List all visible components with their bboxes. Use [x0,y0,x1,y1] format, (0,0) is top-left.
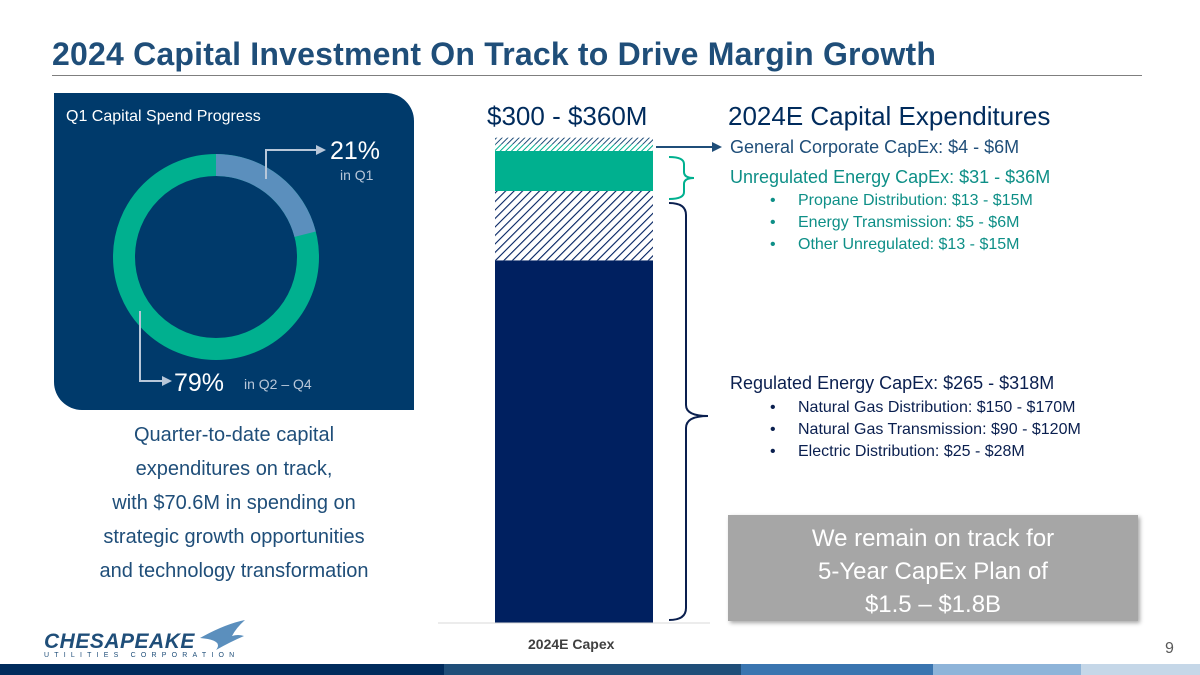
bar-segment-2 [495,151,653,191]
footer-stripe [0,664,445,675]
list-item: Electric Distribution: $25 - $28M [770,441,1081,463]
logo-wordmark: CHESAPEAKE [44,630,195,653]
regulated-brace [668,202,709,621]
bar-segment-0 [495,260,653,623]
company-logo: CHESAPEAKE UTILITIES CORPORATION [40,620,255,662]
q1-panel-title: Q1 Capital Spend Progress [66,108,261,125]
regulated-capex-label: Regulated Energy CapEx: $265 - $318M [730,373,1055,393]
donut-q1-segment [113,154,319,360]
page-number: 9 [1165,640,1174,657]
list-item: Propane Distribution: $13 - $15M [770,190,1033,212]
summary-line: with $70.6M in spending on [112,492,356,514]
q1-spend-panel: Q1 Capital Spend Progress 21% in Q1 79% … [54,93,414,410]
x-category-label: 2024E Capex [528,636,615,652]
list-item: Natural Gas Distribution: $150 - $170M [770,397,1081,419]
list-item: Energy Transmission: $5 - $6M [770,212,1033,234]
unregulated-brace [668,156,695,200]
donut-hole [136,177,296,337]
bar-segment-1 [495,191,653,261]
summary-line: and technology transformation [99,560,369,582]
footer-stripe [444,664,741,675]
title-divider [52,75,1142,76]
rest-percent: 79% [174,369,225,397]
rest-leader-line [139,311,162,382]
list-item: Other Unregulated: $13 - $15M [770,234,1033,256]
capex-range-label: $300 - $360M [487,101,648,131]
footer-color-bar [0,664,1200,675]
capex-title: 2024E Capital Expenditures [728,101,1051,131]
footer-stripe [933,664,1082,675]
footer-stripe [1081,664,1200,675]
summary-text: Quarter-to-date capital expenditures on … [54,418,414,588]
regulated-items: Natural Gas Distribution: $150 - $170M N… [770,397,1081,463]
rest-leader-arrow [162,376,172,386]
general-connector-arrow [712,142,722,152]
callout-line: We remain on track for [811,525,1055,552]
unregulated-items: Propane Distribution: $13 - $15M Energy … [770,190,1033,256]
five-year-plan-callout: We remain on track for 5-Year CapEx Plan… [728,515,1138,621]
q1-leader-arrow [316,145,326,155]
summary-line: Quarter-to-date capital [133,424,335,446]
footer-stripe [740,664,934,675]
q1-spend-donut [113,145,326,386]
callout-line: 5-Year CapEx Plan of [818,558,1048,585]
callout-line: $1.5 – $1.8B [864,591,1002,618]
q1-leader-line [265,149,316,179]
page-title: 2024 Capital Investment On Track to Driv… [52,36,937,72]
rest-percent-label: in Q2 – Q4 [244,376,312,392]
summary-line: expenditures on track, [135,458,333,480]
list-item: Natural Gas Transmission: $90 - $120M [770,419,1081,441]
logo-subtitle: UTILITIES CORPORATION [44,652,240,659]
q1-percent-label: in Q1 [340,167,374,183]
general-capex-label: General Corporate CapEx: $4 - $6M [730,137,1020,157]
q1-percent: 21% [330,137,381,165]
bar-segment-4 [495,137,653,145]
bar-stack [495,137,653,623]
bar-segment-3 [495,144,653,151]
bird-logo-icon [200,620,245,650]
summary-line: strategic growth opportunities [103,526,365,548]
unregulated-capex-label: Unregulated Energy CapEx: $31 - $36M [730,167,1051,187]
